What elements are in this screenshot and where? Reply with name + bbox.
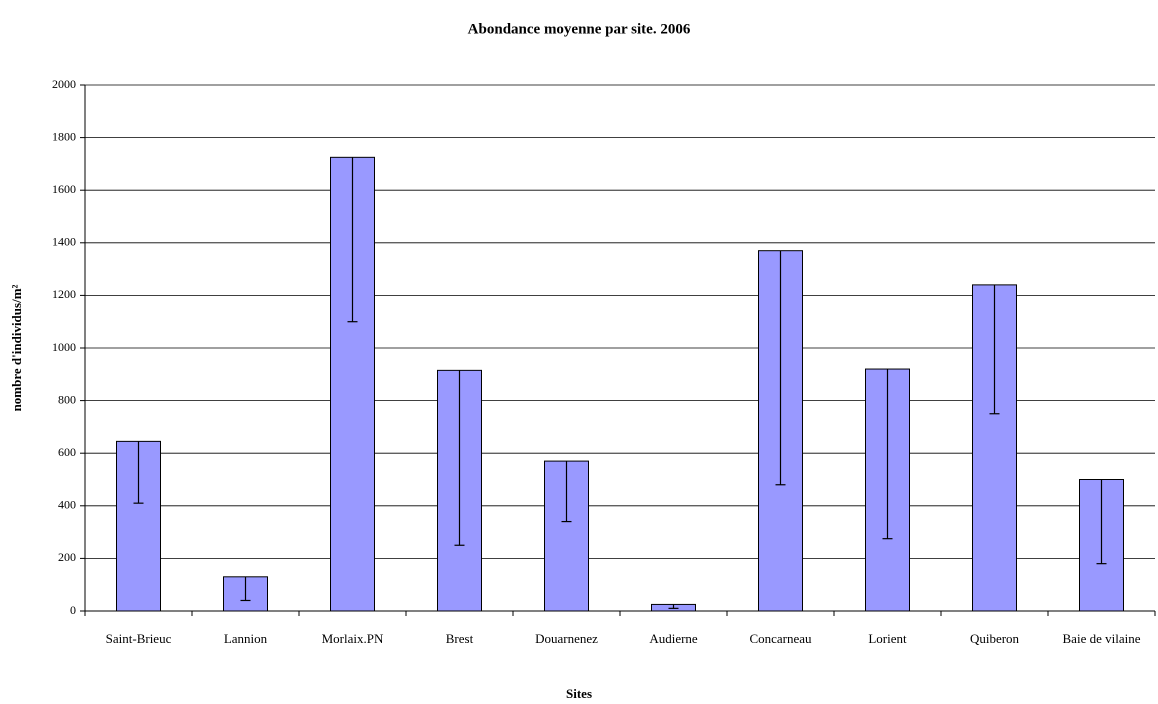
x-tick-label: Concarneau: [749, 631, 812, 646]
x-tick-label: Douarnenez: [535, 631, 598, 646]
x-tick-label: Lannion: [224, 631, 268, 646]
y-tick-label: 600: [58, 445, 76, 459]
x-tick-label: Brest: [446, 631, 474, 646]
x-tick-label: Morlaix.PN: [322, 631, 384, 646]
x-tick-label: Quiberon: [970, 631, 1020, 646]
x-tick-label: Lorient: [868, 631, 907, 646]
x-tick-label: Audierne: [649, 631, 698, 646]
y-tick-label: 0: [70, 603, 76, 617]
y-axis-title: nombre d'individus/m²: [9, 284, 24, 411]
y-tick-label: 1200: [52, 287, 76, 301]
y-tick-label: 200: [58, 550, 76, 564]
y-tick-label: 800: [58, 392, 76, 406]
y-tick-label: 1800: [52, 129, 76, 143]
x-tick-label: Baie de vilaine: [1063, 631, 1141, 646]
y-tick-label: 1600: [52, 182, 76, 196]
chart-title: Abondance moyenne par site. 2006: [468, 21, 691, 37]
y-tick-label: 400: [58, 498, 76, 512]
x-tick-label: Saint-Brieuc: [106, 631, 172, 646]
y-tick-label: 1000: [52, 340, 76, 354]
y-tick-label: 1400: [52, 235, 76, 249]
y-tick-label: 2000: [52, 77, 76, 91]
x-axis-title: Sites: [566, 686, 592, 701]
